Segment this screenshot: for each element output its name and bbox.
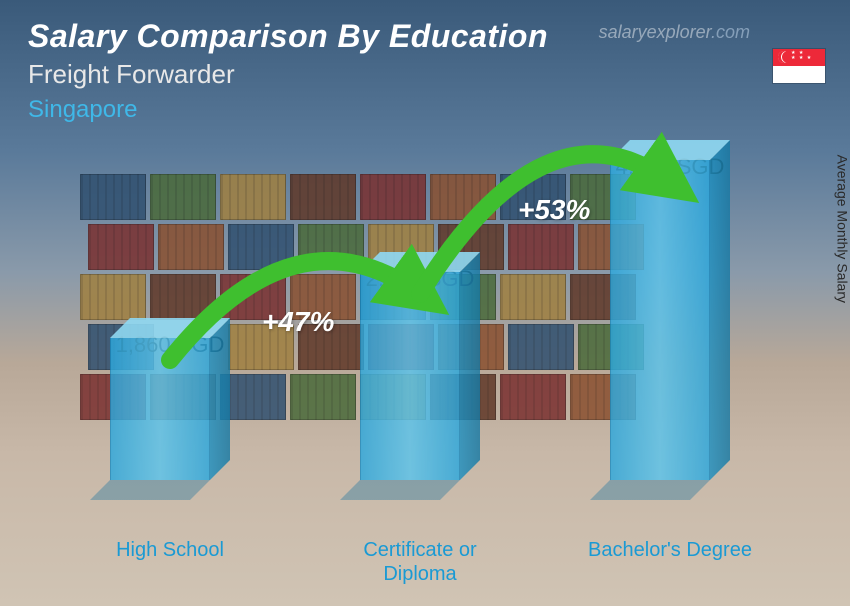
flag-crescent-icon [778, 51, 790, 63]
job-title: Freight Forwarder [28, 59, 548, 90]
y-axis-label: Average Monthly Salary [834, 155, 850, 303]
country-name: Singapore [28, 96, 548, 124]
salary-bar-chart: 1,860 SGDHigh School2,730 SGDCertificate… [50, 106, 810, 586]
increase-pct-label: +53% [518, 194, 590, 226]
increase-arrows [50, 106, 810, 586]
flag-stars-icon: ★ ★★ ★ ★ [791, 51, 812, 61]
increase-pct-label: +47% [262, 306, 334, 338]
watermark-tld: .com [711, 22, 750, 42]
flag-singapore: ★ ★★ ★ ★ [772, 48, 826, 84]
watermark-brand: salaryexplorer [599, 22, 711, 42]
flag-top: ★ ★★ ★ ★ [773, 49, 825, 66]
header: Salary Comparison By Education Freight F… [28, 18, 548, 124]
page-title: Salary Comparison By Education [28, 18, 548, 55]
watermark: salaryexplorer.com [599, 22, 750, 43]
flag-bottom [773, 66, 825, 83]
